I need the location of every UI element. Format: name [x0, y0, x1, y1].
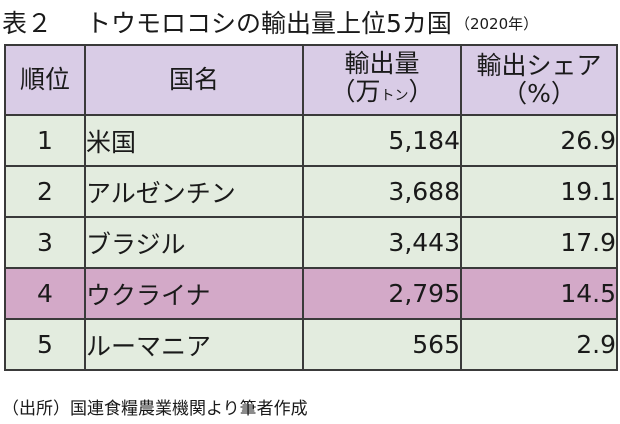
row-volume: 2,795: [302, 267, 462, 320]
row-country: ルーマニア: [84, 318, 304, 371]
row-share: 14.5: [460, 267, 618, 320]
table-row: 2 アルゼンチン 3,688 19.1: [4, 165, 618, 218]
header-share-line1: 輸出シェア: [476, 51, 602, 80]
header-volume-unit: トン: [380, 88, 409, 104]
table-row: 1 米国 5,184 26.9: [4, 114, 618, 167]
header-share-line2: （%）: [502, 79, 576, 108]
row-volume: 565: [302, 318, 462, 371]
header-rank: 順位: [4, 44, 86, 116]
table-row-highlighted: 4 ウクライナ 2,795 14.5: [4, 267, 618, 320]
header-country: 国名: [84, 44, 304, 116]
table-number: 表２: [2, 9, 53, 38]
header-volume-close: ）: [408, 77, 434, 106]
row-share: 17.9: [460, 216, 618, 269]
table-row: 3 ブラジル 3,443 17.9: [4, 216, 618, 269]
row-country: ブラジル: [84, 216, 304, 269]
row-volume: 3,443: [302, 216, 462, 269]
row-volume: 5,184: [302, 114, 462, 167]
table-caption: 表２ トウモロコシの輸出量上位5カ国 （2020年）: [2, 2, 538, 42]
export-table: 順位 国名 輸出量 （万トン） 輸出シェア （%） 1 米国 5,184 26.…: [4, 44, 618, 371]
row-rank: 2: [4, 165, 86, 218]
source-note: （出所）国連食糧農業機関より筆者作成: [2, 399, 308, 419]
header-row: 順位 国名 輸出量 （万トン） 輸出シェア （%）: [4, 44, 618, 116]
row-country: 米国: [84, 114, 304, 167]
row-share: 2.9: [460, 318, 618, 371]
header-share: 輸出シェア （%）: [460, 44, 618, 116]
row-share: 26.9: [460, 114, 618, 167]
row-country: ウクライナ: [84, 267, 304, 320]
row-rank: 4: [4, 267, 86, 320]
header-volume-open: （万: [330, 77, 381, 106]
table-row: 5 ルーマニア 565 2.9: [4, 318, 618, 371]
row-rank: 1: [4, 114, 86, 167]
row-rank: 5: [4, 318, 86, 371]
header-volume-line2: （万トン）: [304, 78, 460, 110]
row-rank: 3: [4, 216, 86, 269]
header-volume: 輸出量 （万トン）: [302, 44, 462, 116]
row-share: 19.1: [460, 165, 618, 218]
header-volume-line1: 輸出量: [344, 49, 420, 78]
table-title: トウモロコシの輸出量上位5カ国: [86, 9, 452, 38]
table-year: （2020年）: [454, 14, 539, 33]
row-volume: 3,688: [302, 165, 462, 218]
row-country: アルゼンチン: [84, 165, 304, 218]
